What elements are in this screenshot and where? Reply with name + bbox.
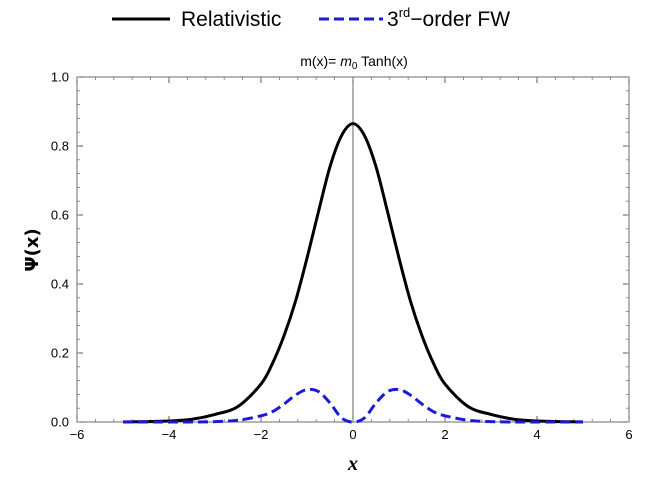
legend: Relativistic 3rd−order FW (112, 5, 510, 31)
x-tick-label: −4 (162, 427, 177, 442)
x-tick-label: 2 (441, 427, 448, 442)
legend-fw-superscript: rd (399, 5, 411, 20)
x-tick-label: −2 (254, 427, 269, 442)
chart-title-subscript: 0 (352, 61, 358, 72)
chart-title-prefix: m(x)= (300, 53, 340, 69)
y-tick-label: 0.4 (51, 277, 69, 292)
chart-title: m(x)= m0 Tanh(x) (300, 53, 408, 72)
legend-fw-base: 3 (387, 8, 399, 31)
y-tick-label: 0.6 (51, 208, 69, 223)
y-tick-label: 0.8 (51, 139, 69, 154)
legend-label-relativistic: Relativistic (181, 8, 281, 31)
tick-labels: −6 −4 −2 0 2 4 6 0.0 0.2 0.4 0.6 0.8 1.0 (51, 70, 633, 443)
x-axis-label: x (347, 453, 358, 475)
chart-title-symbol: m (340, 53, 352, 69)
series-layer (122, 122, 584, 424)
x-tick-label: 6 (625, 427, 632, 442)
legend-fw-rest: −order FW (410, 8, 510, 31)
x-tick-label: −6 (70, 427, 85, 442)
y-tick-label: 0.2 (51, 346, 69, 361)
y-tick-label: 1.0 (51, 70, 69, 85)
y-tick-label: 0.0 (51, 415, 69, 430)
chart-title-suffix: Tanh(x) (357, 53, 407, 69)
x-tick-label: 0 (349, 427, 356, 442)
legend-label-fw: 3rd−order FW (387, 5, 510, 31)
series-line-relativistic (122, 122, 584, 424)
series-line-3rd-order-fw (122, 387, 583, 424)
y-axis-label: Ψ(x) (22, 228, 43, 271)
axis-ticks (76, 76, 630, 423)
x-tick-label: 4 (533, 427, 540, 442)
